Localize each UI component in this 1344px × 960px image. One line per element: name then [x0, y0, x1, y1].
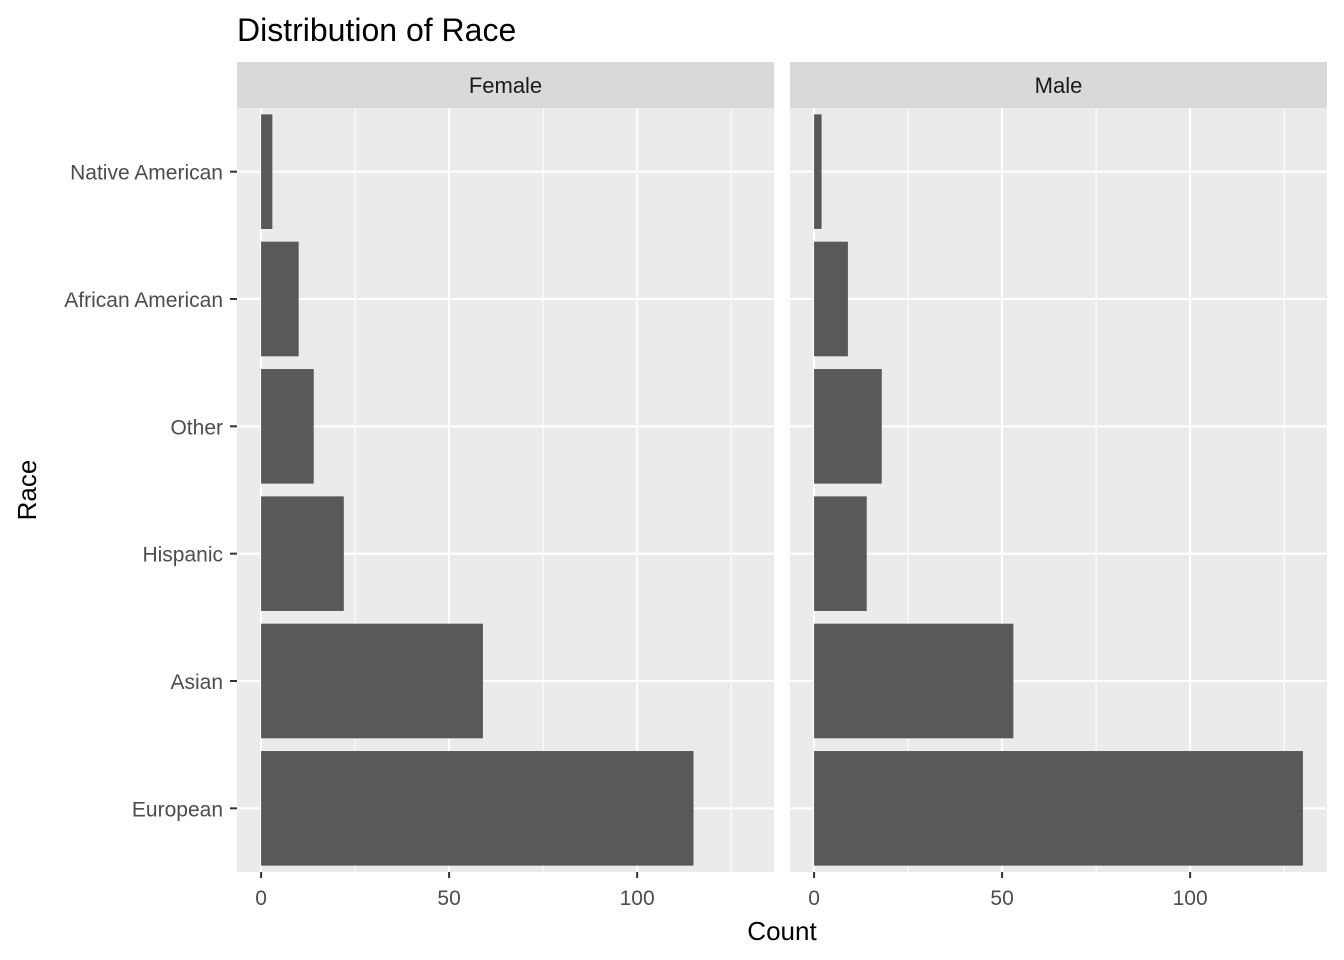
- bar-female-asian: [261, 623, 483, 739]
- facet-panel-male: Male 0 50 100: [790, 62, 1327, 910]
- bar-male-european: [814, 751, 1303, 866]
- facet-strip-label: Female: [469, 73, 542, 98]
- y-tick-label: Hispanic: [142, 544, 223, 567]
- facet-strip-label: Male: [1035, 73, 1083, 98]
- y-tick-label: Asian: [170, 671, 223, 694]
- bar-male-hispanic: [814, 496, 867, 611]
- y-tick-label: European: [132, 798, 223, 821]
- bar-female-european: [261, 751, 694, 866]
- facet-panel-female: Female 0 50 100: [237, 62, 774, 910]
- chart-title: Distribution of Race: [237, 12, 516, 48]
- bar-male-other: [814, 369, 882, 484]
- facet-strip: [790, 62, 1327, 108]
- x-tick-label: 0: [808, 887, 820, 910]
- bar-male-native-american: [814, 114, 822, 229]
- bar-male-asian: [814, 623, 1014, 739]
- facet-panels: Female 0 50 100 Male 0 50 100 Native American Afr…: [64, 62, 1327, 910]
- panel-background: [790, 108, 1327, 872]
- x-tick-label: 50: [990, 887, 1013, 910]
- facet-strip: [237, 62, 774, 108]
- y-tick-label: Native American: [70, 162, 223, 185]
- panel-background: [237, 108, 774, 872]
- x-tick-label: 50: [437, 887, 460, 910]
- x-tick-label: 100: [1173, 887, 1208, 910]
- y-tick-label: Other: [170, 416, 223, 439]
- bar-female-african-american: [261, 241, 299, 357]
- y-tick-label: African American: [64, 289, 223, 312]
- bar-female-hispanic: [261, 496, 344, 611]
- bar-male-african-american: [814, 241, 848, 357]
- y-axis-title: Race: [12, 460, 42, 521]
- x-tick-label: 100: [620, 887, 655, 910]
- y-axis: Native American African American Other Hisp…: [64, 162, 237, 821]
- x-axis-title: Count: [747, 916, 817, 946]
- x-tick-label: 0: [255, 887, 267, 910]
- bar-female-native-american: [261, 114, 273, 229]
- bar-female-other: [261, 369, 314, 484]
